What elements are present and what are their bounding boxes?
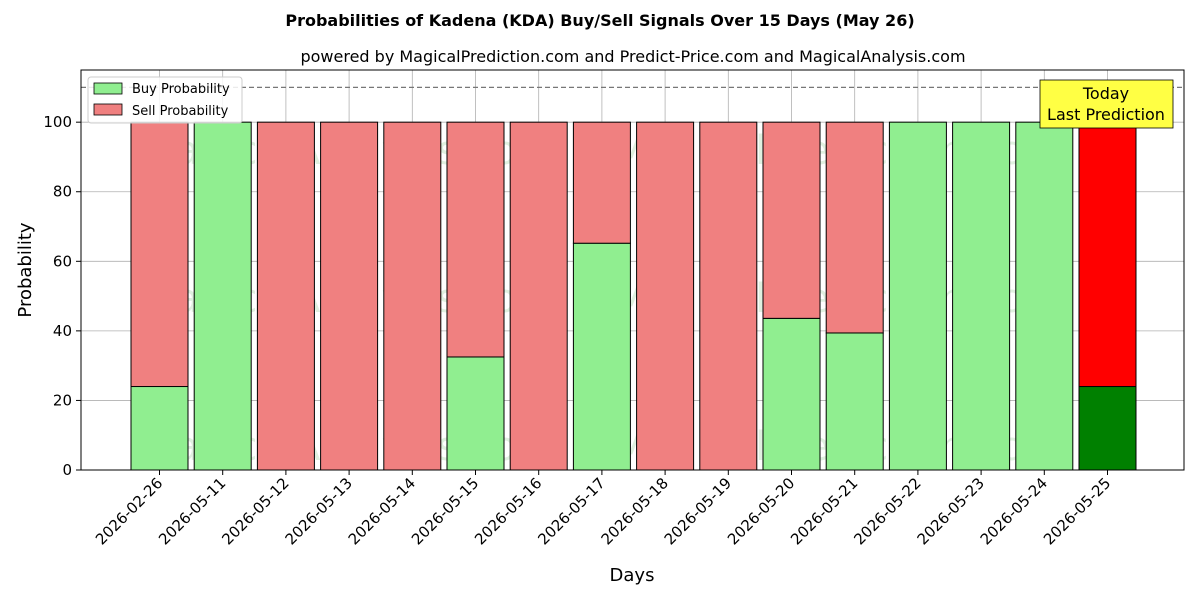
legend-sell-swatch [93, 103, 123, 116]
x-tick-label: 2026-05-18 [598, 474, 672, 548]
bar-sell-2026-05-14 [383, 121, 442, 471]
y-tick-label: 60 [53, 252, 72, 270]
x-tick-label: 2026-02-26 [92, 474, 166, 548]
bar-sell-2026-05-12 [256, 121, 315, 471]
y-tick-label: 40 [53, 322, 72, 340]
x-tick-label: 2026-05-11 [155, 474, 229, 548]
bar-sell-2026-02-26 [130, 121, 189, 388]
x-tick-label: 2026-05-15 [408, 474, 482, 548]
today-annotation: Today Last Prediction [1039, 79, 1174, 129]
plot-frame [80, 69, 1185, 471]
bar-buy-2026-05-22 [888, 121, 947, 471]
bar-buy-2026-05-15 [446, 356, 505, 471]
x-tick-label: 2026-05-23 [914, 474, 988, 548]
bar-buy-2026-05-21 [825, 332, 884, 471]
bar-sell-2026-05-13 [320, 121, 379, 471]
bar-buy-2026-05-25 [1078, 386, 1137, 471]
x-tick-label: 2026-05-24 [977, 474, 1051, 548]
y-tick-label: 20 [53, 391, 72, 409]
y-tick-label: 80 [53, 183, 72, 201]
x-tick-label: 2026-05-17 [534, 474, 608, 548]
y-tick-label: 100 [43, 113, 72, 131]
x-tick-label: 2026-05-21 [787, 474, 861, 548]
bar-buy-2026-02-26 [130, 386, 189, 471]
y-tick-label: 0 [62, 461, 72, 479]
bar-sell-2026-05-15 [446, 121, 505, 358]
y-axis-label: Probability [15, 222, 36, 317]
bar-sell-2026-05-21 [825, 121, 884, 334]
legend-buy-swatch [93, 82, 123, 95]
x-tick-label: 2026-05-22 [850, 474, 924, 548]
bar-buy-2026-05-17 [572, 242, 631, 471]
bar-sell-2026-05-18 [636, 121, 695, 471]
bar-buy-2026-05-24 [1015, 121, 1074, 471]
bars [130, 121, 1137, 471]
bar-sell-2026-05-17 [572, 121, 631, 244]
today-annotation-line2: Last Prediction [1047, 105, 1165, 124]
x-tick-label: 2026-05-16 [471, 474, 545, 548]
bar-sell-2026-05-25 [1078, 121, 1137, 388]
legend-buy-label: Buy Probability [132, 82, 230, 97]
y-axis-ticks: 0 20 40 60 80 100 [43, 113, 81, 479]
x-tick-label: 2026-05-13 [282, 474, 356, 548]
x-axis-ticks: 2026-02-262026-05-112026-05-122026-05-13… [92, 470, 1114, 548]
today-annotation-line1: Today [1082, 84, 1129, 103]
x-tick-label: 2026-05-25 [1040, 474, 1114, 548]
legend-box [87, 76, 243, 124]
x-axis-label: Days [610, 565, 655, 586]
bar-buy-2026-05-20 [762, 317, 821, 471]
x-tick-label: 2026-05-20 [724, 474, 798, 548]
x-tick-label: 2026-05-19 [661, 474, 735, 548]
bar-sell-2026-05-16 [509, 121, 568, 471]
x-tick-label: 2026-05-14 [345, 474, 419, 548]
bar-sell-2026-05-19 [699, 121, 758, 471]
legend-sell-label: Sell Probability [132, 104, 229, 119]
bar-buy-2026-05-11 [193, 121, 252, 471]
chart-subtitle: powered by MagicalPrediction.com and Pre… [300, 47, 965, 66]
today-annotation-box [1039, 79, 1174, 129]
bar-buy-2026-05-23 [952, 121, 1011, 471]
bar-sell-2026-05-20 [762, 121, 821, 319]
legend: Buy Probability Sell Probability [87, 76, 243, 124]
chart-title: Probabilities of Kadena (KDA) Buy/Sell S… [285, 11, 914, 30]
x-tick-label: 2026-05-12 [218, 474, 292, 548]
